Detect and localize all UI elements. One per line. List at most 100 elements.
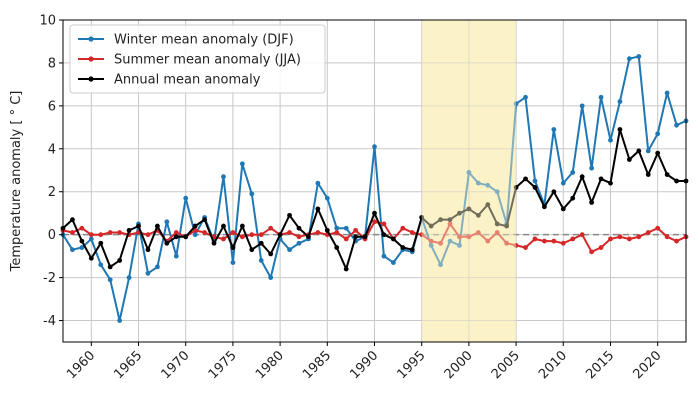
legend-item: Winter mean anomaly (DJF) bbox=[78, 33, 294, 48]
data-point bbox=[579, 103, 585, 109]
data-point bbox=[126, 275, 132, 280]
y-tick-labels: -4 -2 0 2 4 6 8 10 bbox=[39, 14, 63, 329]
data-point bbox=[447, 221, 453, 227]
data-point bbox=[70, 217, 75, 223]
data-point bbox=[542, 238, 547, 244]
data-point bbox=[381, 221, 387, 227]
data-point bbox=[636, 148, 642, 154]
data-point bbox=[164, 219, 170, 225]
legend-swatch-marker bbox=[88, 56, 94, 62]
data-point bbox=[258, 232, 264, 238]
data-point bbox=[589, 200, 595, 205]
data-point bbox=[664, 172, 670, 177]
data-point bbox=[645, 172, 651, 177]
legend-swatch-marker bbox=[88, 36, 94, 42]
data-point bbox=[306, 234, 311, 240]
data-point bbox=[277, 232, 283, 238]
x-tick-label: 1960 bbox=[64, 348, 98, 382]
data-point bbox=[645, 148, 651, 154]
series-1 bbox=[60, 54, 689, 323]
data-point bbox=[551, 127, 557, 132]
data-point bbox=[239, 223, 245, 229]
data-point bbox=[589, 165, 595, 171]
data-point bbox=[70, 247, 75, 253]
data-point bbox=[523, 94, 528, 100]
data-point bbox=[438, 262, 443, 268]
data-point bbox=[334, 230, 340, 235]
data-point bbox=[457, 243, 462, 248]
data-point bbox=[79, 225, 85, 231]
data-point bbox=[324, 195, 330, 201]
data-point bbox=[664, 90, 670, 96]
data-point bbox=[343, 236, 349, 242]
data-point bbox=[372, 210, 377, 216]
legend-box bbox=[69, 24, 326, 94]
data-point bbox=[334, 245, 340, 250]
data-point bbox=[655, 150, 661, 156]
x-tick-label: 2000 bbox=[442, 348, 476, 382]
y-tick-label: 4 bbox=[48, 142, 56, 157]
data-point bbox=[400, 225, 406, 231]
data-point bbox=[457, 234, 462, 240]
data-point bbox=[88, 255, 94, 261]
data-point bbox=[579, 174, 585, 180]
data-point bbox=[570, 170, 576, 175]
legend-items: Winter mean anomaly (DJF) Summer mean ano… bbox=[78, 33, 301, 88]
data-point bbox=[532, 178, 538, 184]
x-tick-labels: 1960 1965 1970 1975 1980 1985 1990 1995 2000 2005… bbox=[64, 342, 665, 382]
x-tick-label: 1975 bbox=[206, 348, 240, 382]
data-point bbox=[258, 258, 264, 263]
data-point bbox=[173, 253, 179, 259]
data-point bbox=[494, 221, 500, 227]
data-point bbox=[107, 277, 113, 283]
data-point bbox=[608, 180, 613, 186]
data-point bbox=[636, 234, 642, 240]
data-point bbox=[211, 240, 217, 246]
x-tick-label: 2020 bbox=[631, 348, 665, 382]
data-point bbox=[136, 223, 141, 229]
data-point bbox=[551, 189, 557, 195]
data-point bbox=[249, 232, 255, 238]
data-point bbox=[485, 238, 491, 244]
data-point bbox=[390, 236, 396, 242]
x-tick-label: 2010 bbox=[536, 348, 570, 382]
data-point bbox=[107, 230, 113, 235]
data-point bbox=[221, 174, 226, 180]
y-tick-label: 10 bbox=[39, 14, 56, 29]
data-point bbox=[428, 243, 434, 248]
x-tick-label: 1995 bbox=[395, 348, 429, 382]
data-point bbox=[636, 54, 642, 59]
data-point bbox=[551, 238, 557, 244]
data-point bbox=[617, 234, 623, 240]
data-point bbox=[192, 232, 198, 238]
data-point bbox=[570, 236, 576, 242]
data-point bbox=[400, 245, 406, 250]
data-point bbox=[230, 245, 236, 250]
data-point bbox=[608, 236, 613, 242]
data-point bbox=[532, 185, 538, 190]
data-point bbox=[428, 223, 434, 229]
data-point bbox=[154, 264, 160, 270]
data-point bbox=[353, 234, 359, 240]
data-point bbox=[589, 249, 595, 255]
data-point bbox=[353, 227, 359, 233]
data-point bbox=[645, 230, 651, 235]
data-point bbox=[485, 182, 491, 188]
data-point bbox=[362, 234, 368, 240]
data-point bbox=[145, 270, 151, 276]
data-point bbox=[419, 215, 425, 220]
data-point bbox=[428, 238, 434, 244]
legend-item: Summer mean anomaly (JJA) bbox=[78, 53, 301, 68]
data-point bbox=[296, 240, 302, 246]
y-tick-label: -4 bbox=[43, 314, 56, 329]
data-point bbox=[438, 240, 443, 246]
data-point bbox=[409, 247, 415, 253]
data-point bbox=[258, 240, 264, 246]
data-point bbox=[70, 230, 75, 235]
data-point bbox=[145, 232, 151, 238]
x-tick-label: 1970 bbox=[159, 348, 193, 382]
data-point bbox=[372, 219, 377, 225]
data-point bbox=[626, 56, 632, 62]
data-point bbox=[466, 170, 472, 175]
data-point bbox=[173, 230, 179, 235]
